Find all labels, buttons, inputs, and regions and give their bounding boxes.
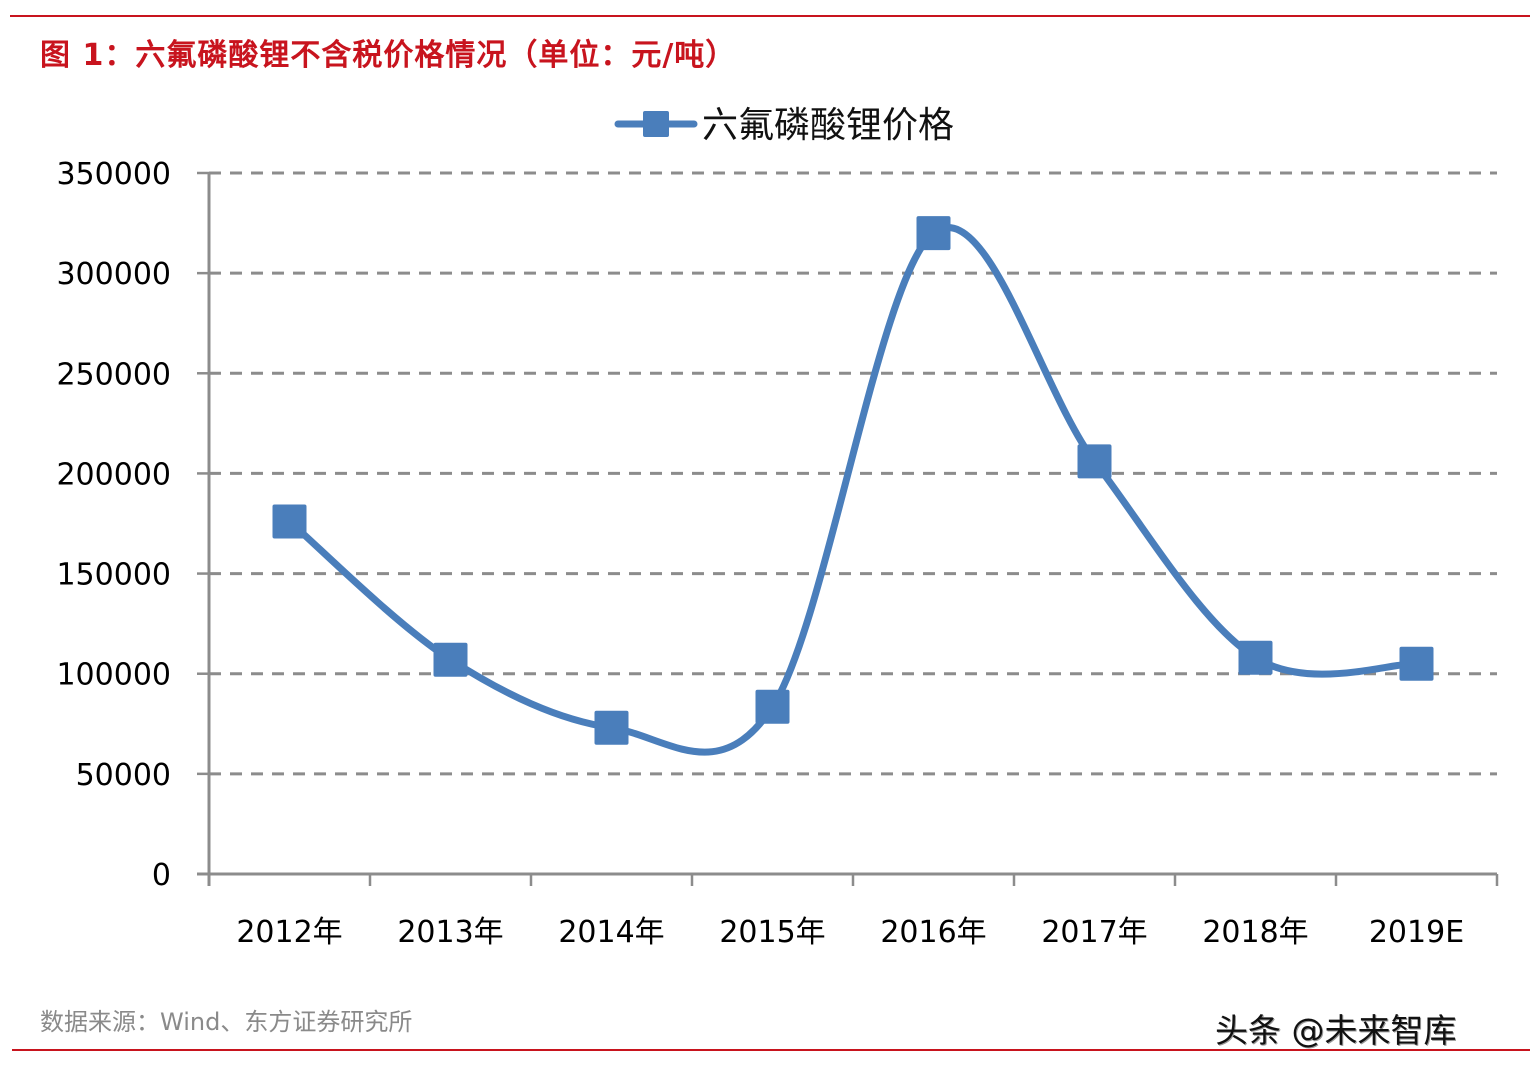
y-tick-label: 50000 (76, 758, 171, 793)
series-line (286, 224, 1420, 756)
y-tick-label: 300000 (56, 257, 171, 292)
data-point-square-marker (1077, 444, 1112, 479)
line-chart: 六氟磷酸锂价格 0 50000 100000 150000 200000 250000 30… (56, 105, 1499, 950)
data-source-note: 数据来源：Wind、东方证券研究所 (40, 1008, 413, 1036)
x-tick-label: 2012年 (236, 915, 342, 950)
y-tick-label: 100000 (56, 658, 171, 693)
x-tick-label: 2017年 (1041, 915, 1147, 950)
y-tick-label: 0 (152, 858, 171, 893)
data-point-square-marker (1238, 640, 1273, 675)
data-point-square-marker (594, 710, 629, 745)
axes (197, 173, 1497, 886)
x-axis-ticks: 2012年 2013年 2014年 2015年 2016年 2017年 2018年 2019E (207, 874, 1499, 950)
y-tick-label: 250000 (56, 357, 171, 392)
watermark: 头条 @未来智库 (1215, 1011, 1457, 1050)
data-point-square-marker (272, 504, 307, 539)
x-tick-label: 2019E (1369, 915, 1464, 950)
top-red-rule (10, 15, 1530, 17)
data-point-square-marker (1399, 646, 1434, 681)
x-tick-label: 2016年 (880, 915, 986, 950)
figure-title: 图 1：六氟磷酸锂不含税价格情况（单位：元/吨） (40, 38, 737, 73)
x-tick-label: 2015年 (719, 915, 825, 950)
legend-square-marker-icon (643, 111, 669, 137)
y-tick-label: 200000 (56, 457, 171, 492)
y-tick-label: 350000 (56, 157, 171, 192)
series-markers (272, 216, 1434, 745)
y-axis-ticks: 0 50000 100000 150000 200000 250000 300000 3500… (56, 157, 209, 893)
y-tick-label: 150000 (56, 558, 171, 593)
x-tick-label: 2018年 (1202, 915, 1308, 950)
legend-label: 六氟磷酸锂价格 (702, 105, 954, 146)
gridlines (209, 171, 1497, 776)
chart-legend: 六氟磷酸锂价格 (614, 105, 954, 146)
x-tick-label: 2014年 (558, 915, 664, 950)
data-point-square-marker (433, 642, 468, 677)
data-point-square-marker (916, 216, 951, 251)
bottom-red-rule (12, 1049, 1530, 1051)
data-point-square-marker (755, 689, 790, 724)
x-tick-label: 2013年 (397, 915, 503, 950)
